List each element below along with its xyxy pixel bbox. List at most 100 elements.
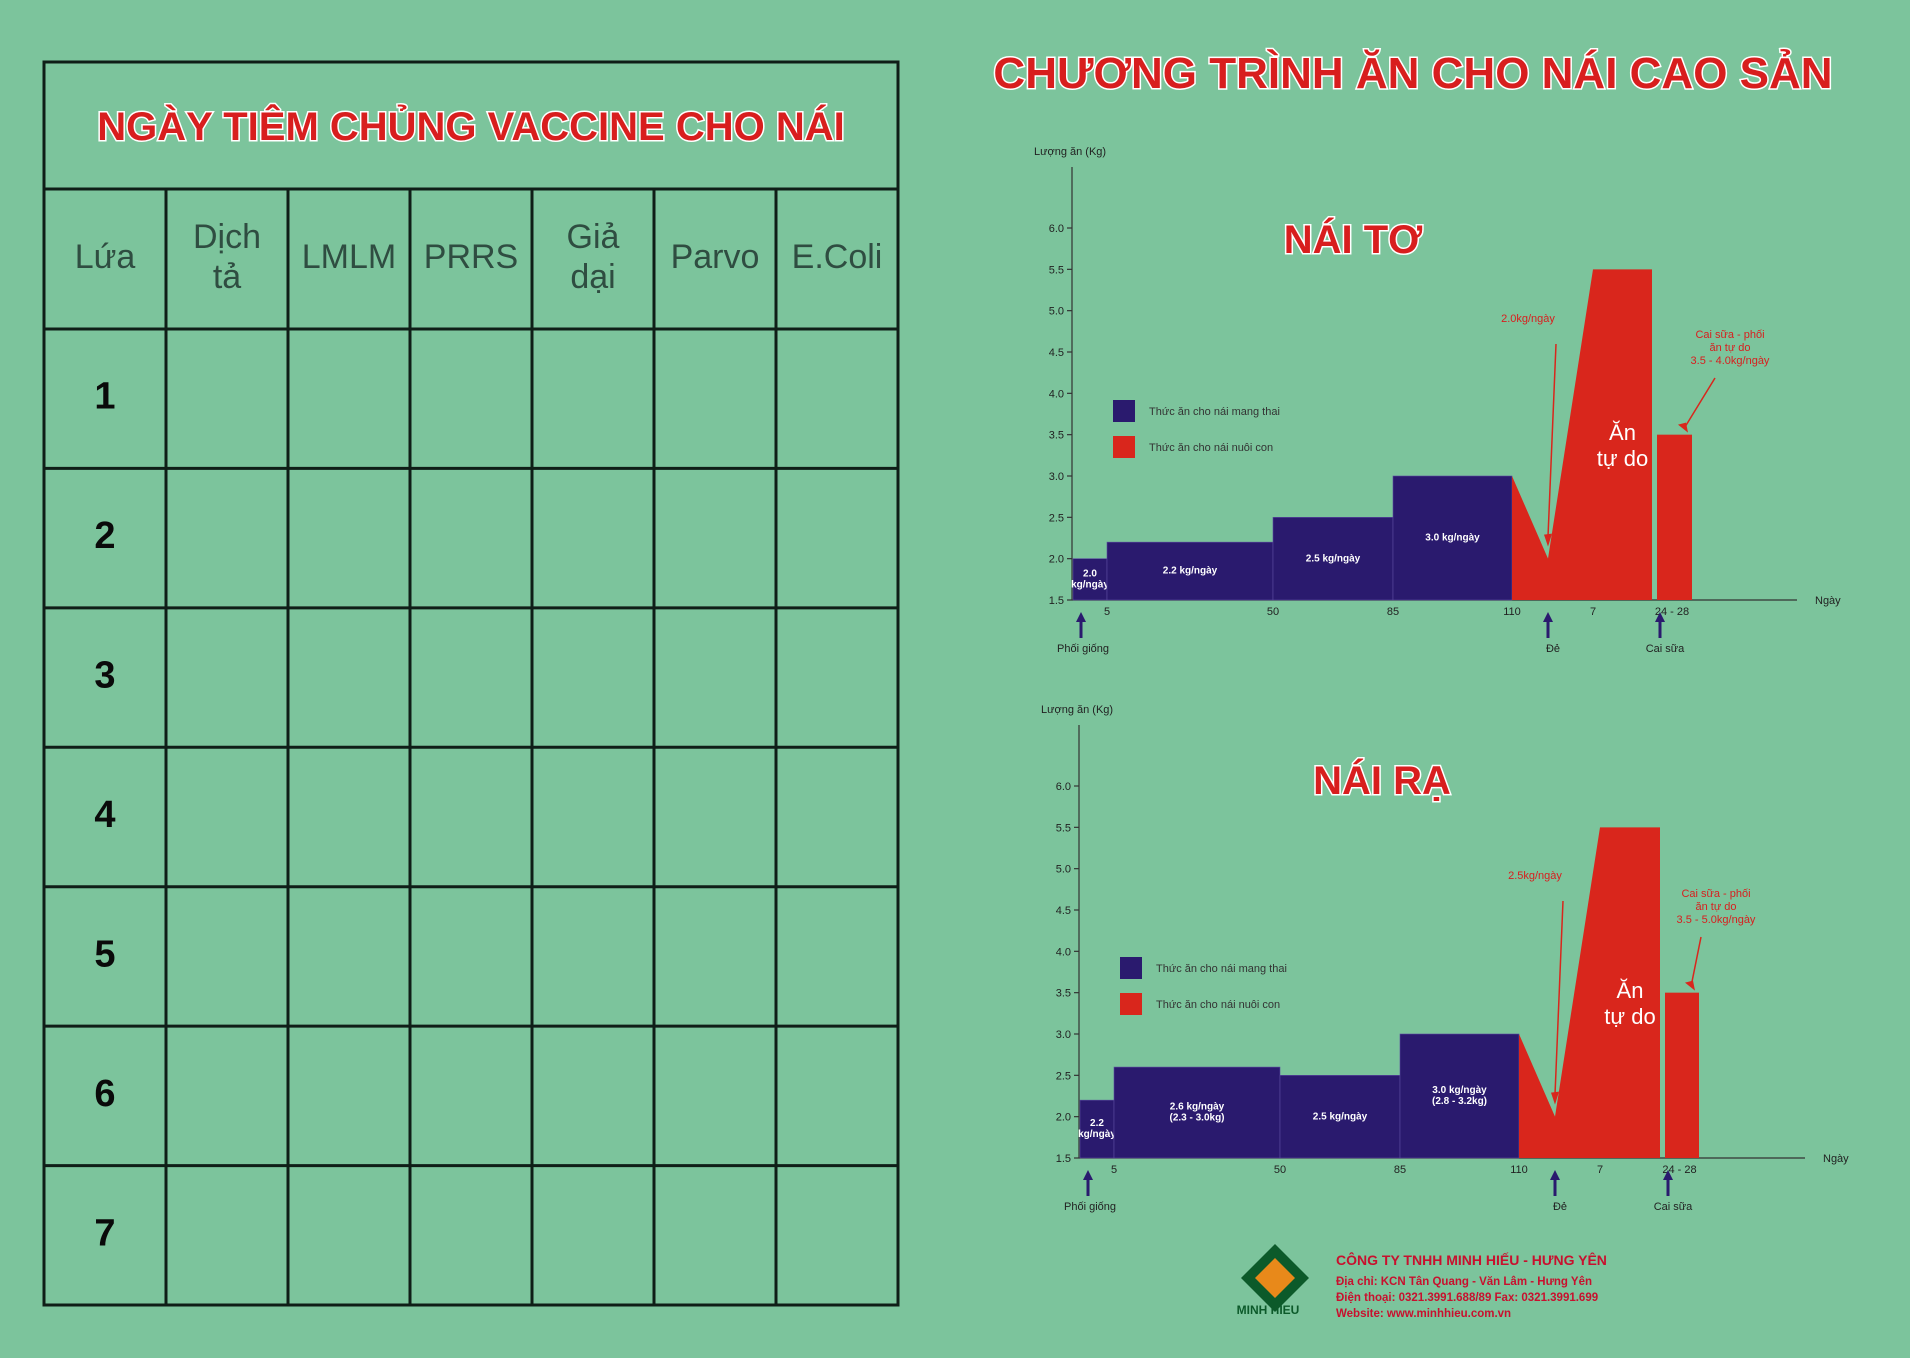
chart-title: NÁI RẠ <box>1313 758 1451 803</box>
marker-label: Phối giống <box>1064 1201 1116 1213</box>
column-header: LMLM <box>302 238 396 276</box>
company-website: Website: www.minhhieu.com.vn <box>1336 1308 1511 1320</box>
column-header: Giả <box>567 218 620 256</box>
row-label: 4 <box>94 794 115 836</box>
marker-label: Cai sữa <box>1654 1201 1693 1213</box>
gestation-bar <box>1072 558 1108 601</box>
y-tick-label: 5.5 <box>1049 264 1064 276</box>
gestation-bar <box>1279 1075 1401 1159</box>
y-tick-label: 5.5 <box>1056 822 1071 834</box>
vaccine-table: NGÀY TIÊM CHỦNG VACCINE CHO NÁI Lứa Dịchtả… <box>42 60 900 1307</box>
farrowing-feed-note: 2.0kg/ngày <box>1501 313 1555 325</box>
gestation-bar <box>1272 517 1394 601</box>
annotation-arrow-head <box>1544 533 1552 547</box>
y-tick-label: 4.5 <box>1056 905 1071 917</box>
x-axis-label: Ngày <box>1815 595 1841 607</box>
legend-label: Thức ăn cho nái mang thai <box>1149 406 1280 418</box>
gestation-bar <box>1399 1033 1520 1159</box>
marker-label: Đẻ <box>1546 643 1560 655</box>
row-label: 6 <box>94 1073 115 1115</box>
row-label: 1 <box>94 376 115 418</box>
x-tick-label: 7 <box>1597 1164 1603 1176</box>
weaning-note: ăn tự do <box>1709 342 1750 354</box>
annotation-arrow <box>1547 343 1557 537</box>
marker-arrow-head <box>1083 1170 1093 1180</box>
marker-arrow-head <box>1663 1170 1673 1180</box>
y-tick-label: 1.5 <box>1056 1153 1071 1165</box>
bar-label: 2.5 kg/ngày <box>1306 553 1361 564</box>
column-header: tả <box>213 258 241 296</box>
bar-label: 2.5 kg/ngày <box>1313 1111 1368 1122</box>
farrowing-feed-note: 2.5kg/ngày <box>1508 870 1562 882</box>
y-tick-label: 4.0 <box>1056 946 1071 958</box>
legend-swatch <box>1113 400 1135 422</box>
gestation-bar <box>1113 1066 1281 1159</box>
weaning-bar <box>1657 434 1692 600</box>
bar-label: (2.3 - 3.0kg) <box>1169 1113 1224 1124</box>
free-feed-label: Ăn <box>1617 978 1644 1003</box>
marker-arrow-head <box>1076 612 1086 622</box>
y-tick-label: 3.0 <box>1056 1029 1071 1041</box>
gestation-bar <box>1392 475 1513 601</box>
y-tick-label: 5.0 <box>1056 864 1071 876</box>
weaning-note: 3.5 - 4.0kg/ngày <box>1691 355 1770 367</box>
bar-label: kg/ngày <box>1071 579 1109 590</box>
gestation-bar <box>1079 1099 1115 1159</box>
marker-arrow-head <box>1550 1170 1560 1180</box>
x-tick-label: 24 - 28 <box>1655 606 1689 618</box>
company-name: CÔNG TY TNHH MINH HIẾU - HƯNG YÊN <box>1336 1251 1607 1268</box>
bar-label: 2.0 <box>1083 568 1097 579</box>
logo-text: MINH HIEU <box>1237 1303 1300 1317</box>
annotation-arrow <box>1683 377 1716 430</box>
x-tick-label: 85 <box>1394 1164 1406 1176</box>
y-tick-label: 3.5 <box>1049 430 1064 442</box>
annotation-arrow <box>1690 936 1702 987</box>
weaning-bar <box>1665 992 1699 1158</box>
gestation-bar <box>1106 541 1274 601</box>
free-feed-label: tự do <box>1604 1004 1655 1029</box>
company-footer: MINH HIEU CÔNG TY TNHH MINH HIẾU - HƯNG Y… <box>1237 1244 1607 1320</box>
free-feed-label: tự do <box>1597 446 1648 471</box>
legend-swatch <box>1113 436 1135 458</box>
x-tick-label: 5 <box>1104 606 1110 618</box>
x-tick-label: 50 <box>1274 1164 1286 1176</box>
y-tick-label: 2.5 <box>1056 1070 1071 1082</box>
marker-arrow-head <box>1543 612 1553 622</box>
y-axis-label: Lượng ăn (Kg) <box>1034 146 1106 158</box>
y-tick-label: 5.0 <box>1049 306 1064 318</box>
weaning-note: Cai sữa - phối <box>1681 888 1750 900</box>
x-tick-label: 7 <box>1590 606 1596 618</box>
logo-icon-inner <box>1255 1258 1295 1298</box>
marker-label: Đẻ <box>1553 1201 1567 1213</box>
bar-label: 3.0 kg/ngày <box>1432 1085 1487 1096</box>
annotation-arrow-head <box>1685 980 1695 991</box>
y-tick-label: 3.5 <box>1056 988 1071 1000</box>
row-label: 3 <box>94 655 115 697</box>
free-feed-label: Ăn <box>1609 420 1636 445</box>
weaning-note: 3.5 - 5.0kg/ngày <box>1677 914 1756 926</box>
y-tick-label: 2.0 <box>1049 554 1064 566</box>
annotation-arrow <box>1554 900 1564 1095</box>
bar-label: 2.2 kg/ngày <box>1163 566 1218 577</box>
y-tick-label: 4.5 <box>1049 347 1064 359</box>
weaning-note: ăn tự do <box>1695 901 1736 913</box>
bar-label: 2.2 <box>1090 1118 1104 1129</box>
marker-label: Cai sữa <box>1646 643 1685 655</box>
lactation-area <box>1519 827 1660 1158</box>
column-header: Dịch <box>193 218 261 256</box>
legend-swatch <box>1120 957 1142 979</box>
marker-arrow-head <box>1655 612 1665 622</box>
chart-nai-to: Lượng ăn (Kg) Ngày 1.5 2.0 2.5 3.0 3.5 4.0 4.5 5.… <box>1034 146 1841 655</box>
bar-label: kg/ngày <box>1078 1129 1116 1140</box>
marker-label: Phối giống <box>1057 643 1109 655</box>
x-tick-label: 110 <box>1510 1164 1528 1176</box>
table-frame <box>42 60 900 1307</box>
y-tick-label: 3.0 <box>1049 471 1064 483</box>
x-axis-label: Ngày <box>1823 1153 1849 1165</box>
y-tick-label: 4.0 <box>1049 388 1064 400</box>
program-title: CHƯƠNG TRÌNH ĂN CHO NÁI CAO SẢN <box>993 48 1832 98</box>
y-tick-label: 2.0 <box>1056 1112 1071 1124</box>
annotation-arrow-head <box>1551 1091 1559 1105</box>
x-tick-label: 110 <box>1503 606 1521 618</box>
